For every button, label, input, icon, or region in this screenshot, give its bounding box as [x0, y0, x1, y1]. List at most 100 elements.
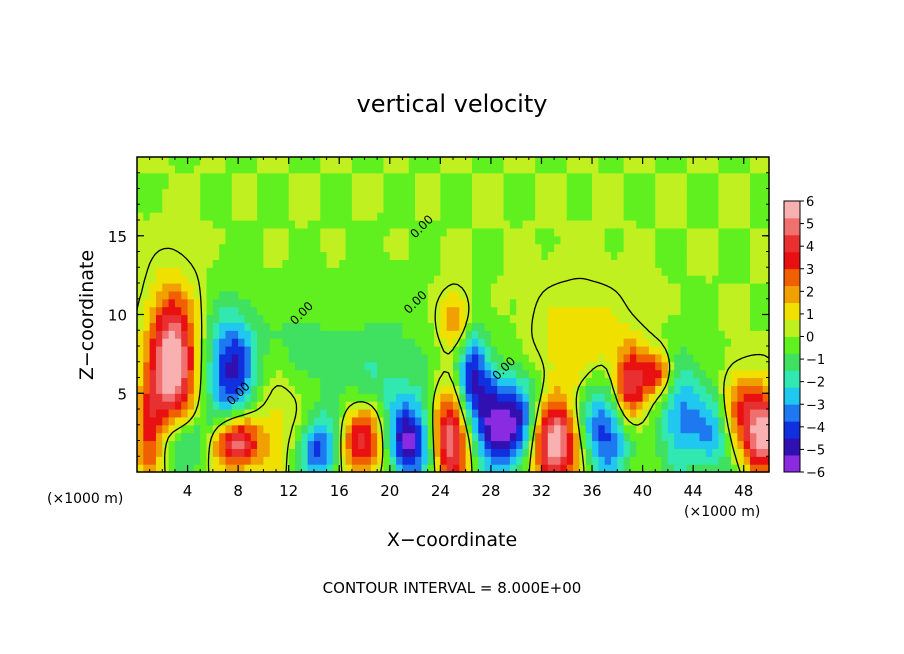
field-cell [225, 251, 233, 260]
field-cell [231, 385, 239, 394]
field-cell [351, 432, 359, 442]
field-cell [636, 220, 644, 229]
field-cell [206, 432, 214, 442]
field-cell [200, 290, 208, 300]
field-cell [478, 275, 486, 284]
field-cell [459, 220, 467, 229]
field-cell [408, 432, 416, 442]
field-cell [345, 377, 353, 386]
field-cell [187, 298, 195, 308]
field-cell [459, 306, 467, 316]
field-cell [377, 212, 385, 221]
field-cell [244, 251, 252, 260]
field-cell [750, 164, 757, 174]
field-cell [168, 243, 176, 253]
field-cell [718, 188, 726, 197]
field-cell [143, 196, 151, 205]
field-cell [478, 196, 486, 205]
field-cell [269, 172, 277, 182]
field-cell [200, 448, 208, 457]
field-cell [193, 346, 201, 355]
colorbar-label: −5 [806, 443, 825, 458]
field-cell [402, 432, 410, 442]
field-cell [206, 235, 214, 245]
field-cell [743, 424, 751, 434]
field-cell [427, 259, 435, 268]
field-cell [516, 346, 524, 355]
field-cell [440, 322, 448, 331]
field-cell [421, 401, 429, 410]
field-cell [756, 275, 764, 284]
field-cell [225, 338, 233, 347]
field-cell [737, 464, 745, 473]
field-cell [295, 227, 302, 237]
field-cell [193, 330, 201, 339]
field-cell [674, 251, 682, 260]
field-cell [231, 322, 239, 331]
field-cell [459, 267, 467, 276]
field-cell [320, 393, 328, 402]
field-cell [377, 283, 385, 292]
field-cell [345, 220, 353, 229]
field-cell [282, 385, 290, 394]
field-cell [200, 220, 208, 229]
field-cell [332, 346, 340, 355]
field-cell [225, 235, 233, 245]
field-cell [535, 409, 543, 418]
field-cell [762, 290, 770, 300]
field-cell [674, 464, 682, 473]
field-cell [566, 416, 574, 426]
field-cell [674, 227, 682, 237]
field-cell [155, 393, 163, 402]
field-cell [459, 401, 467, 410]
field-cell [629, 361, 637, 371]
field-cell [598, 306, 606, 316]
field-cell [718, 227, 726, 237]
field-cell [377, 314, 385, 323]
field-cell [592, 275, 599, 284]
field-cell [250, 243, 258, 253]
field-cell [699, 157, 707, 166]
field-cell [453, 346, 460, 355]
field-cell [181, 361, 189, 371]
field-cell [269, 164, 277, 174]
field-cell [421, 212, 429, 221]
field-cell [661, 314, 669, 323]
field-cell [478, 440, 486, 449]
field-cell [351, 338, 359, 347]
field-cell [383, 401, 391, 410]
field-cell [674, 401, 682, 410]
field-cell [522, 283, 530, 292]
field-cell [370, 353, 378, 363]
field-cell [541, 346, 549, 355]
field-cell [415, 196, 422, 205]
field-cell [497, 204, 505, 213]
field-cell [326, 235, 334, 245]
field-cell [598, 377, 606, 386]
field-cell [181, 377, 189, 386]
field-cell [522, 416, 530, 426]
field-cell [453, 227, 460, 237]
field-cell [358, 377, 366, 386]
field-cell [686, 440, 694, 449]
field-cell [465, 188, 473, 197]
field-cell [358, 180, 366, 190]
field-cell [238, 196, 246, 205]
field-cell [250, 409, 258, 418]
field-cell [629, 369, 637, 379]
field-cell [162, 251, 170, 260]
field-cell [402, 259, 410, 268]
field-cell [288, 283, 296, 292]
field-cell [345, 164, 353, 174]
field-cell [257, 314, 264, 323]
field-cell [351, 188, 359, 197]
field-cell [434, 440, 441, 449]
field-cell [674, 424, 682, 434]
field-cell [358, 424, 366, 434]
field-cell [137, 353, 144, 363]
field-cell [516, 409, 524, 418]
field-cell [598, 385, 606, 394]
field-cell [699, 456, 707, 465]
field-cell [295, 220, 302, 229]
field-cell [320, 401, 328, 410]
